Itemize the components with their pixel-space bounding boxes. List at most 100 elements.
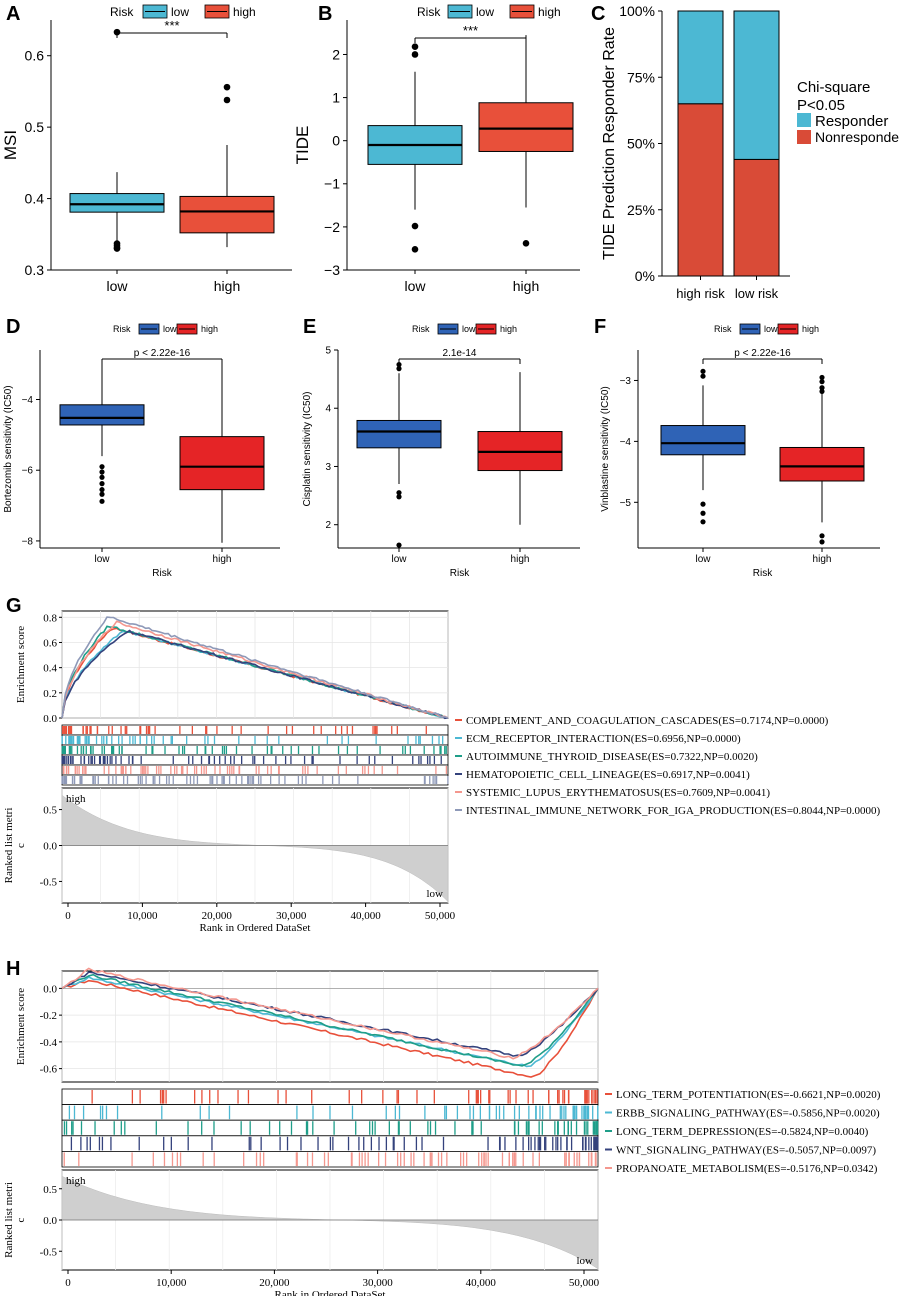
y-tick-label: 75% [627,69,655,85]
legend: COMPLEMENT_AND_COAGULATION_CASCADES(ES=0… [455,715,881,817]
x-tick-label: 20,000 [259,1277,290,1289]
y-tick-label: -0.5 [40,876,58,888]
legend-swatch-nonresponder [797,130,811,144]
legend-entry-2: ERBB_SIGNALING_PATHWAY(ES=-0.5856,NP=0.0… [616,1108,880,1120]
legend-entry-4: HEMATOPOIETIC_CELL_LINEAGE(ES=0.6917,NP=… [466,769,750,781]
legend-annotation: Chi-square [797,79,870,96]
outlier-point [113,28,121,36]
legend: Risk low high [110,4,256,19]
legend-label-high: high [500,324,517,334]
y-tick-label: 2 [325,520,331,531]
box-low [660,368,746,525]
outlier-point [700,501,706,507]
y-axis-title: Enrichment score [15,988,27,1065]
box-high [179,83,275,248]
y-tick-label: −6 [22,466,34,477]
y-axis-title: TIDE Prediction Responder Rate [601,27,618,260]
hit-row [61,1119,599,1137]
x-tick-label: low [94,554,110,565]
panel-letter-g: G [6,595,22,617]
panel-f: −5 −4 −3 Vinblastine sensitivity (IC50) low h… [600,323,880,579]
box-iqr [179,436,265,491]
x-tick-label: 10,000 [127,910,158,922]
y-tick-label: -0.4 [40,1037,58,1049]
outlier-point [223,83,231,91]
y-tick-label: −2 [324,219,340,235]
legend-entry-3: AUTOIMMUNE_THYROID_DISEASE(ES=0.7322,NP=… [466,751,758,763]
panel-d: −8 −6 −4 Bortezomib sensitivity (IC50) low hi… [3,323,280,579]
legend-label-responder: Responder [815,113,888,130]
box-iqr [779,446,865,482]
outlier-point [223,96,231,104]
outlier-point [396,542,402,548]
outlier-point [819,533,825,539]
x-tick-label: high [214,278,240,294]
box-iqr [478,102,574,152]
outlier-point [411,51,419,58]
box-iqr [69,193,165,213]
box-iqr [660,425,746,456]
outlier-point [99,469,105,475]
legend-entry-6: INTESTINAL_IMMUNE_NETWORK_FOR_IGA_PRODUC… [466,805,881,817]
x-tick-label: low [404,278,426,294]
x-tick-label: low [695,554,711,565]
outlier-point [113,245,121,252]
panel-c: 0% 25% 50% 75% 100%TIDE Prediction Responder… [601,3,899,301]
hit-row [61,764,449,776]
x-tick-label: 50,000 [425,910,456,922]
legend-label-low: low [476,5,494,19]
hit-row [61,1088,599,1106]
y-tick-label: 0.2 [43,688,57,700]
legend-swatch-responder [797,113,811,127]
box-high [779,374,865,545]
es-curve-4 [61,629,449,720]
hit-row [61,724,449,736]
outlier-point [396,361,402,368]
legend-entry-3: LONG_TERM_DEPRESSION(ES=-0.5824,NP=0.004… [616,1126,869,1138]
x-tick-label: high [511,554,530,565]
outlier-point [396,366,402,372]
x-axis-title: Risk [753,568,773,579]
y-tick-label: 0% [635,268,655,284]
box-iqr [59,404,145,426]
y-tick-label: 2 [332,46,340,62]
panel-a: 0.3 0.4 0.5 0.6 MSI low high *** Risk low high [1,4,292,294]
y-tick-label: −4 [620,437,632,448]
legend-entry-5: PROPANOATE_METABOLISM(ES=-0.5176,NP=0.03… [616,1163,878,1175]
box-high [179,360,265,543]
y-tick-label: −5 [620,498,632,509]
legend-entry-5: SYSTEMIC_LUPUS_ERYTHEMATOSUS(ES=0.7609,N… [466,787,770,799]
outlier-point [411,222,419,230]
outlier-point [411,43,419,51]
panel-letter-c: C [591,3,605,25]
x-axis-title: Rank in Ordered DataSet [200,922,311,934]
bar-responder [733,10,780,160]
es-curve-5 [61,967,599,1060]
legend: Risk low high [417,4,561,19]
y-tick-label: 4 [325,404,331,415]
y-tick-label: -0.5 [40,1246,58,1258]
x-axis-title: Risk [152,568,172,579]
panel-letter-b: B [318,3,332,25]
y-axis-title: Ranked list metri [3,808,15,884]
outlier-point [700,519,706,525]
box-iqr [356,419,442,449]
legend-title: Risk [412,324,430,334]
box-high [477,372,563,525]
y-axis-title: c [15,1217,27,1222]
outlier-point [99,474,105,480]
bar-responder [677,10,724,105]
low-label: low [427,888,444,900]
high-label: high [66,793,86,805]
outlier-point [700,373,706,379]
y-tick-label: 0.0 [43,841,57,853]
y-axis-title: Vinblastine sensitivity (IC50) [600,386,611,511]
x-tick-label: low [106,278,128,294]
es-curve-5 [61,620,449,719]
es-curve-3 [61,973,599,1067]
box-low [69,28,165,252]
box-low [367,43,463,253]
y-tick-label: 0.5 [25,119,45,135]
y-axis-title: c [15,843,27,848]
